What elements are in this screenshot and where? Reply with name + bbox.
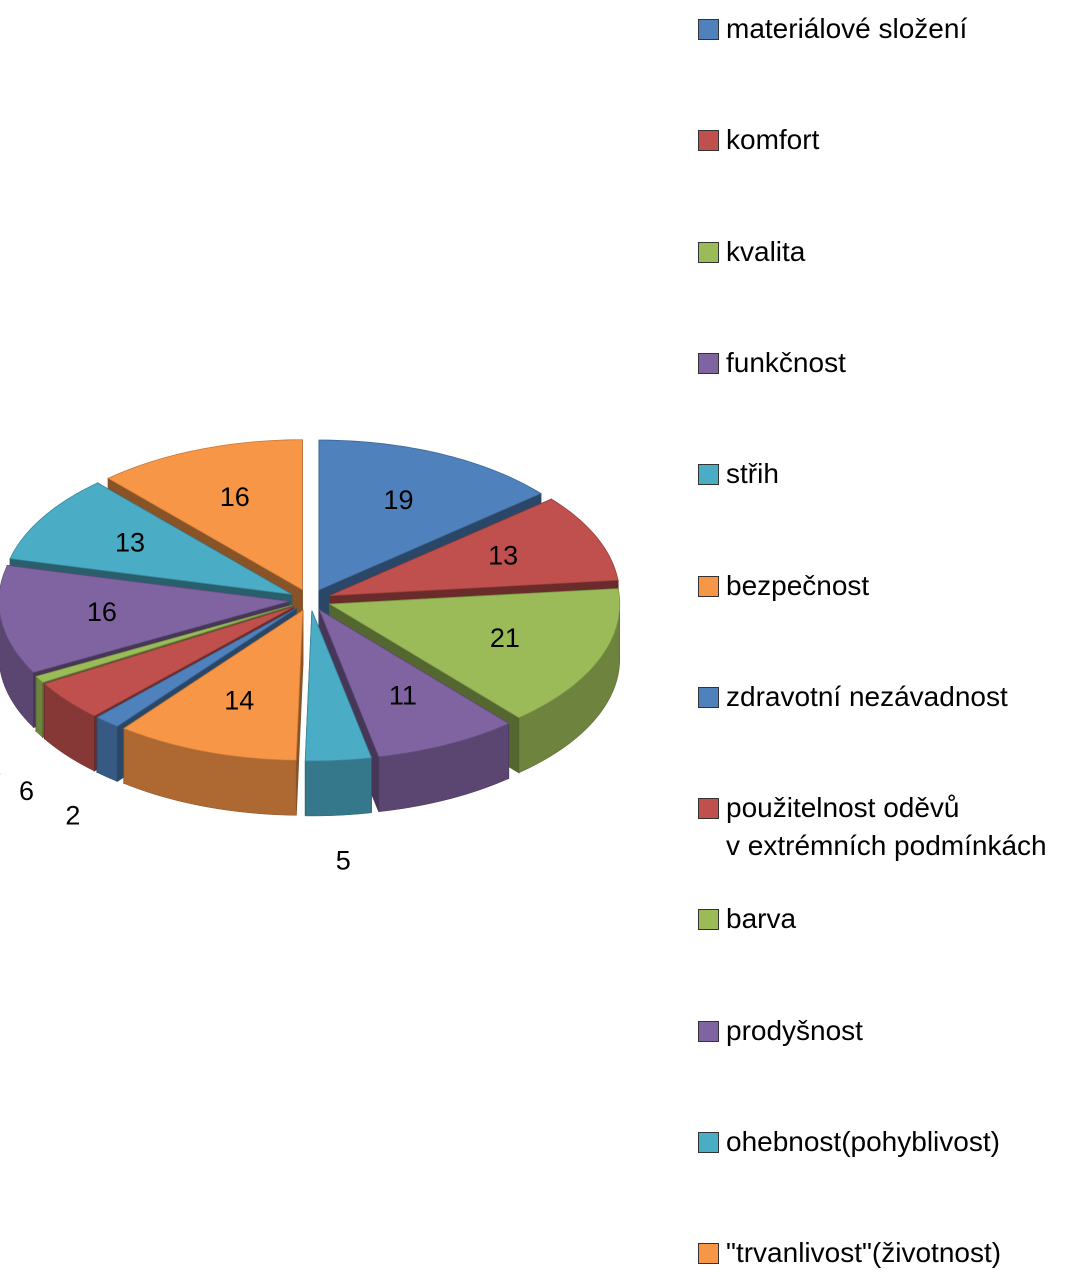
legend-label: komfort	[726, 124, 820, 156]
legend-label: prodyšnost	[726, 1014, 863, 1046]
legend-item: barva	[698, 900, 796, 938]
legend-item: kvalita	[698, 233, 805, 271]
data-label: 16	[87, 597, 117, 627]
legend-label: střih	[726, 458, 779, 490]
slice-top	[35, 605, 292, 683]
legend-swatch	[698, 1020, 719, 1042]
slice-top	[318, 439, 542, 591]
data-label: 1	[0, 751, 1, 781]
slice-top	[0, 565, 290, 673]
slice-top	[107, 439, 303, 591]
legend-swatch	[698, 575, 719, 597]
legend-label: "trvanlivost"(životnost)	[726, 1237, 1002, 1269]
legend-swatch	[698, 1132, 719, 1153]
legend-swatch	[698, 19, 719, 40]
slice-top	[329, 498, 619, 597]
data-label: 13	[115, 527, 145, 557]
slice	[318, 608, 510, 812]
slice-wall	[96, 716, 118, 782]
data-label: 5	[336, 845, 351, 875]
legend-swatch	[698, 464, 719, 486]
legend-label: bezpečnost	[726, 569, 870, 601]
slice	[123, 609, 304, 816]
legend-item: funkčnost	[698, 344, 846, 382]
legend-item: komfort	[698, 121, 819, 159]
data-label: 11	[389, 680, 417, 710]
data-label: 16	[220, 482, 250, 512]
slice-wall	[35, 675, 43, 738]
legend-item: ohebnost(pohyblivost)	[698, 1123, 1000, 1161]
slice-top	[318, 608, 510, 758]
legend-item: prodyšnost	[698, 1012, 863, 1050]
data-label: 21	[490, 623, 520, 653]
legend-swatch	[698, 798, 719, 820]
legend-swatch	[698, 130, 719, 152]
legend-item: "trvanlivost"(životnost)	[698, 1234, 1001, 1272]
legend-label: použitelnost oděvů v extrémních podmínká…	[726, 792, 1047, 862]
data-label: 13	[488, 541, 518, 571]
slice-top	[123, 609, 304, 761]
legend-label: kvalita	[726, 235, 806, 267]
legend-label: barva	[726, 903, 797, 935]
data-label: 19	[384, 485, 414, 515]
slice-top	[96, 607, 297, 727]
legend-swatch	[698, 352, 719, 374]
legend-swatch	[698, 1243, 719, 1265]
slice-wall	[305, 757, 372, 817]
data-label: 14	[224, 685, 254, 715]
data-label: 6	[19, 776, 34, 806]
slice-top	[328, 588, 621, 719]
legend-item: bezpečnost	[698, 567, 869, 605]
legend-label: ohebnost(pohyblivost)	[726, 1126, 1000, 1157]
data-label: 2	[65, 801, 80, 831]
legend-swatch	[698, 686, 719, 708]
legend-swatch	[698, 909, 719, 931]
legend-label: materiálové složení	[726, 13, 968, 44]
legend-label: zdravotní nezávadnost	[726, 680, 1008, 712]
chart: 19 13 21 11 5 14 2 61 16 13 16	[0, 439, 621, 875]
legend-swatch	[698, 241, 719, 263]
slice-top	[43, 606, 294, 717]
slice-top	[9, 482, 292, 595]
slice-top	[304, 610, 372, 762]
legend-item: střih	[698, 455, 779, 493]
legend-item: použitelnost oděvů v extrémních podmínká…	[698, 789, 1047, 865]
slice	[304, 610, 372, 817]
legend-item: zdravotní nezávadnost	[698, 678, 1008, 716]
legend-label: funkčnost	[726, 346, 846, 378]
legend-item: materiálové složení	[698, 10, 967, 48]
